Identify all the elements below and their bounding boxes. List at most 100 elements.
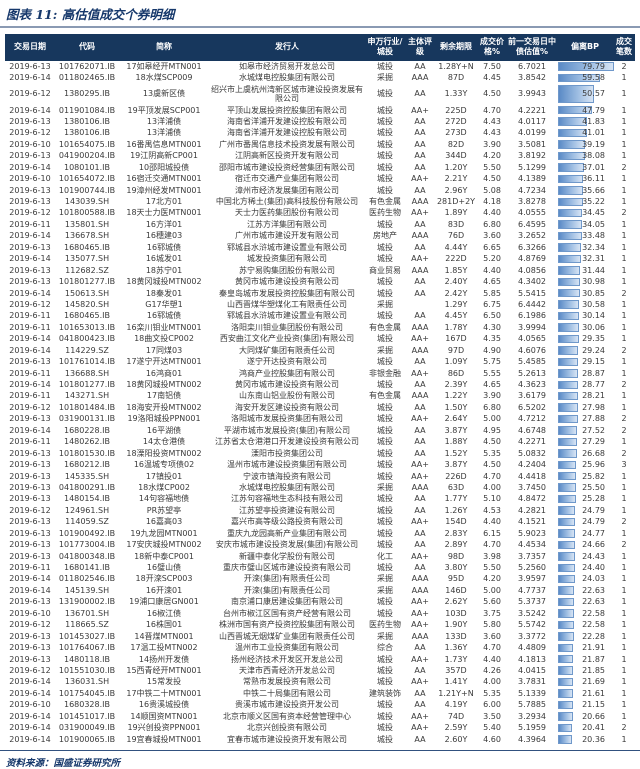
cell-trade-date: 2019-6-14 bbox=[9, 334, 51, 344]
table-row: 2019-6-13 101764067.IB 17温工投MTN002 温州市工业投资集… bbox=[5, 642, 635, 653]
cell-maturity: 4.45Y bbox=[444, 311, 468, 321]
cell-price: 5.10 bbox=[483, 494, 501, 504]
deviation-bp-value: 24.79 bbox=[582, 517, 605, 527]
cell-rating: AA bbox=[414, 242, 426, 252]
cell-maturity: 1.36Y bbox=[444, 643, 468, 653]
cell-short-name: 19浦口康居GN001 bbox=[129, 597, 199, 607]
cell-short-name: 16鸿商01 bbox=[145, 368, 183, 378]
cell-rating: AA+ bbox=[411, 414, 429, 424]
cell-maturity: 74D bbox=[447, 711, 465, 721]
deviation-bp-value: 24.40 bbox=[582, 563, 605, 573]
cell-trade-date: 2019-6-13 bbox=[9, 540, 51, 550]
cell-rating: AA bbox=[414, 380, 426, 390]
cell-trade-count: 1 bbox=[621, 139, 627, 149]
deviation-bp-data-bar bbox=[558, 517, 576, 527]
deviation-bp-value: 25.82 bbox=[582, 471, 605, 481]
cell-industry: 城投 bbox=[377, 654, 393, 664]
deviation-bp-value: 39.19 bbox=[582, 139, 605, 149]
cell-industry: 综合 bbox=[377, 643, 393, 653]
cell-short-name: 16番禺信息MTN001 bbox=[126, 139, 202, 149]
cell-price: 5.50 bbox=[483, 563, 501, 573]
cell-rating: AA+ bbox=[411, 517, 429, 527]
cell-industry: 采掘 bbox=[377, 299, 393, 309]
cell-code: 145820.SH bbox=[64, 299, 110, 309]
deviation-bp-value: 21.61 bbox=[582, 688, 605, 698]
table-row: 2019-6-14 114229.SZ 17同煤03 大同煤矿集团有限责任公司 采掘 AA… bbox=[5, 345, 635, 356]
deviation-bp-data-bar bbox=[558, 700, 573, 710]
cell-prev-valuation: 4.6076 bbox=[518, 345, 546, 355]
cell-short-name: 17安庆城投MTN002 bbox=[126, 540, 202, 550]
cell-trade-count: 1 bbox=[621, 128, 627, 138]
table-row: 2019-6-14 011901084.IB 19平顶发展SCP001 平顶山发展投资… bbox=[5, 105, 635, 116]
cell-bp: 35.66 bbox=[557, 185, 613, 196]
cell-trade-date: 2019-6-14 bbox=[9, 585, 51, 595]
cell-issuer: 江阴高新区投资开发有限公司 bbox=[235, 151, 339, 161]
cell-maturity: 1.21Y+N bbox=[438, 688, 474, 698]
cell-issuer: 平湖市城市发展投资(集团)有限公司 bbox=[223, 425, 351, 435]
cell-issuer: 江苏句容福地生态科技有限公司 bbox=[231, 494, 343, 504]
cell-short-name: 19兴创投资PPN001 bbox=[127, 723, 201, 733]
cell-issuer: 洛阳城市发展投资集团有限公司 bbox=[231, 414, 343, 424]
cell-short-name: 16郓城债 bbox=[146, 242, 182, 252]
cell-industry: 医药生物 bbox=[369, 208, 401, 218]
cell-rating: AA bbox=[414, 494, 426, 504]
cell-maturity: 281D+2Y bbox=[436, 197, 476, 207]
deviation-bp-data-bar bbox=[558, 723, 573, 733]
cell-rating: AA bbox=[414, 528, 426, 538]
cell-industry: 城投 bbox=[377, 414, 393, 424]
deviation-bp-data-bar bbox=[558, 62, 614, 71]
cell-rating: AA bbox=[414, 277, 426, 287]
cell-maturity: 63D bbox=[447, 482, 465, 492]
deviation-bp-data-bar bbox=[558, 243, 581, 252]
cell-rating: AA bbox=[414, 688, 426, 698]
cell-industry: 城投 bbox=[377, 277, 393, 287]
cell-trade-date: 2019-6-12 bbox=[9, 208, 51, 218]
cell-code: 011802546.IB bbox=[58, 574, 116, 584]
cell-rating: AA+ bbox=[411, 208, 429, 218]
cell-price: 6.80 bbox=[483, 402, 501, 412]
deviation-bp-data-bar bbox=[558, 311, 580, 321]
deviation-bp-data-bar bbox=[558, 472, 577, 481]
cell-rating: AAA bbox=[411, 345, 429, 355]
cell-trade-count: 1 bbox=[621, 334, 627, 344]
cell-short-name: 17同煤03 bbox=[145, 345, 183, 355]
cell-trade-count: 1 bbox=[621, 505, 627, 515]
cell-code: 136688.SH bbox=[64, 368, 110, 378]
cell-trade-date: 2019-6-14 bbox=[9, 723, 51, 733]
cell-trade-count: 1 bbox=[621, 73, 627, 83]
cell-industry: 城投 bbox=[377, 505, 393, 515]
cell-short-name: 18曲文投CP002 bbox=[134, 334, 194, 344]
table-row: 2019-6-11 1680141.IB 16璧山债 重庆市璧山区城市建设投资有限公司… bbox=[5, 562, 635, 573]
cell-prev-valuation: 3.9943 bbox=[518, 89, 546, 99]
table-row: 2019-6-12 1380295.IB 13虞新区债 绍兴市上虞杭州湾新区城市建设投… bbox=[5, 84, 635, 105]
col-header-rating: 主体评级 bbox=[405, 34, 435, 61]
deviation-bp-data-bar bbox=[558, 266, 581, 275]
table-row: 2019-6-14 031900049.IB 19兴创投资PPN001 北京兴创投资有… bbox=[5, 722, 635, 733]
cell-trade-date: 2019-6-14 bbox=[9, 73, 51, 83]
deviation-bp-value: 28.77 bbox=[582, 380, 605, 390]
cell-trade-count: 2 bbox=[621, 208, 627, 218]
cell-maturity: 1.52Y bbox=[444, 448, 468, 458]
cell-bp: 24.03 bbox=[557, 573, 613, 584]
cell-bp: 21.87 bbox=[557, 654, 613, 665]
cell-bp: 41.01 bbox=[557, 127, 613, 138]
cell-industry: 城投 bbox=[377, 357, 393, 367]
cell-rating: AA bbox=[414, 448, 426, 458]
cell-code: 150613.SH bbox=[64, 288, 110, 298]
cell-price: 6.75 bbox=[483, 299, 501, 309]
cell-bp: 31.44 bbox=[557, 265, 613, 276]
cell-code: 1380106.IB bbox=[63, 116, 111, 126]
cell-code: 101551030.IB bbox=[58, 665, 116, 675]
cell-trade-date: 2019-6-14 bbox=[9, 345, 51, 355]
deviation-bp-value: 29.24 bbox=[582, 345, 605, 355]
cell-prev-valuation: 3.7831 bbox=[518, 677, 546, 687]
cell-code: 1680465.IB bbox=[63, 242, 111, 252]
table-row: 2019-6-14 1080101.IB 10邵阳城投债 邵阳市城市建设投资经营集团有… bbox=[5, 162, 635, 173]
cell-price: 4.90 bbox=[483, 345, 501, 355]
cell-bp: 21.69 bbox=[557, 676, 613, 687]
cell-maturity: 1.73Y bbox=[444, 654, 468, 664]
cell-trade-date: 2019-6-14 bbox=[9, 734, 51, 744]
cell-trade-date: 2019-6-14 bbox=[9, 105, 51, 115]
deviation-bp-data-bar bbox=[558, 540, 576, 550]
cell-prev-valuation: 4.4534 bbox=[518, 540, 546, 550]
